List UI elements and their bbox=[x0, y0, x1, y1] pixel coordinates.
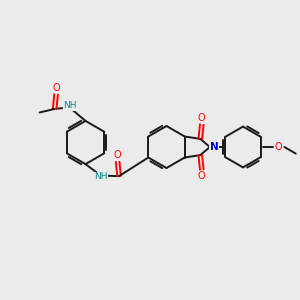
Text: NH: NH bbox=[94, 172, 108, 181]
Text: NH: NH bbox=[63, 101, 77, 110]
Text: O: O bbox=[114, 150, 122, 160]
Text: O: O bbox=[274, 142, 282, 152]
Text: N: N bbox=[210, 142, 218, 152]
Text: O: O bbox=[198, 171, 206, 181]
Text: O: O bbox=[198, 113, 206, 123]
Text: O: O bbox=[52, 83, 60, 93]
